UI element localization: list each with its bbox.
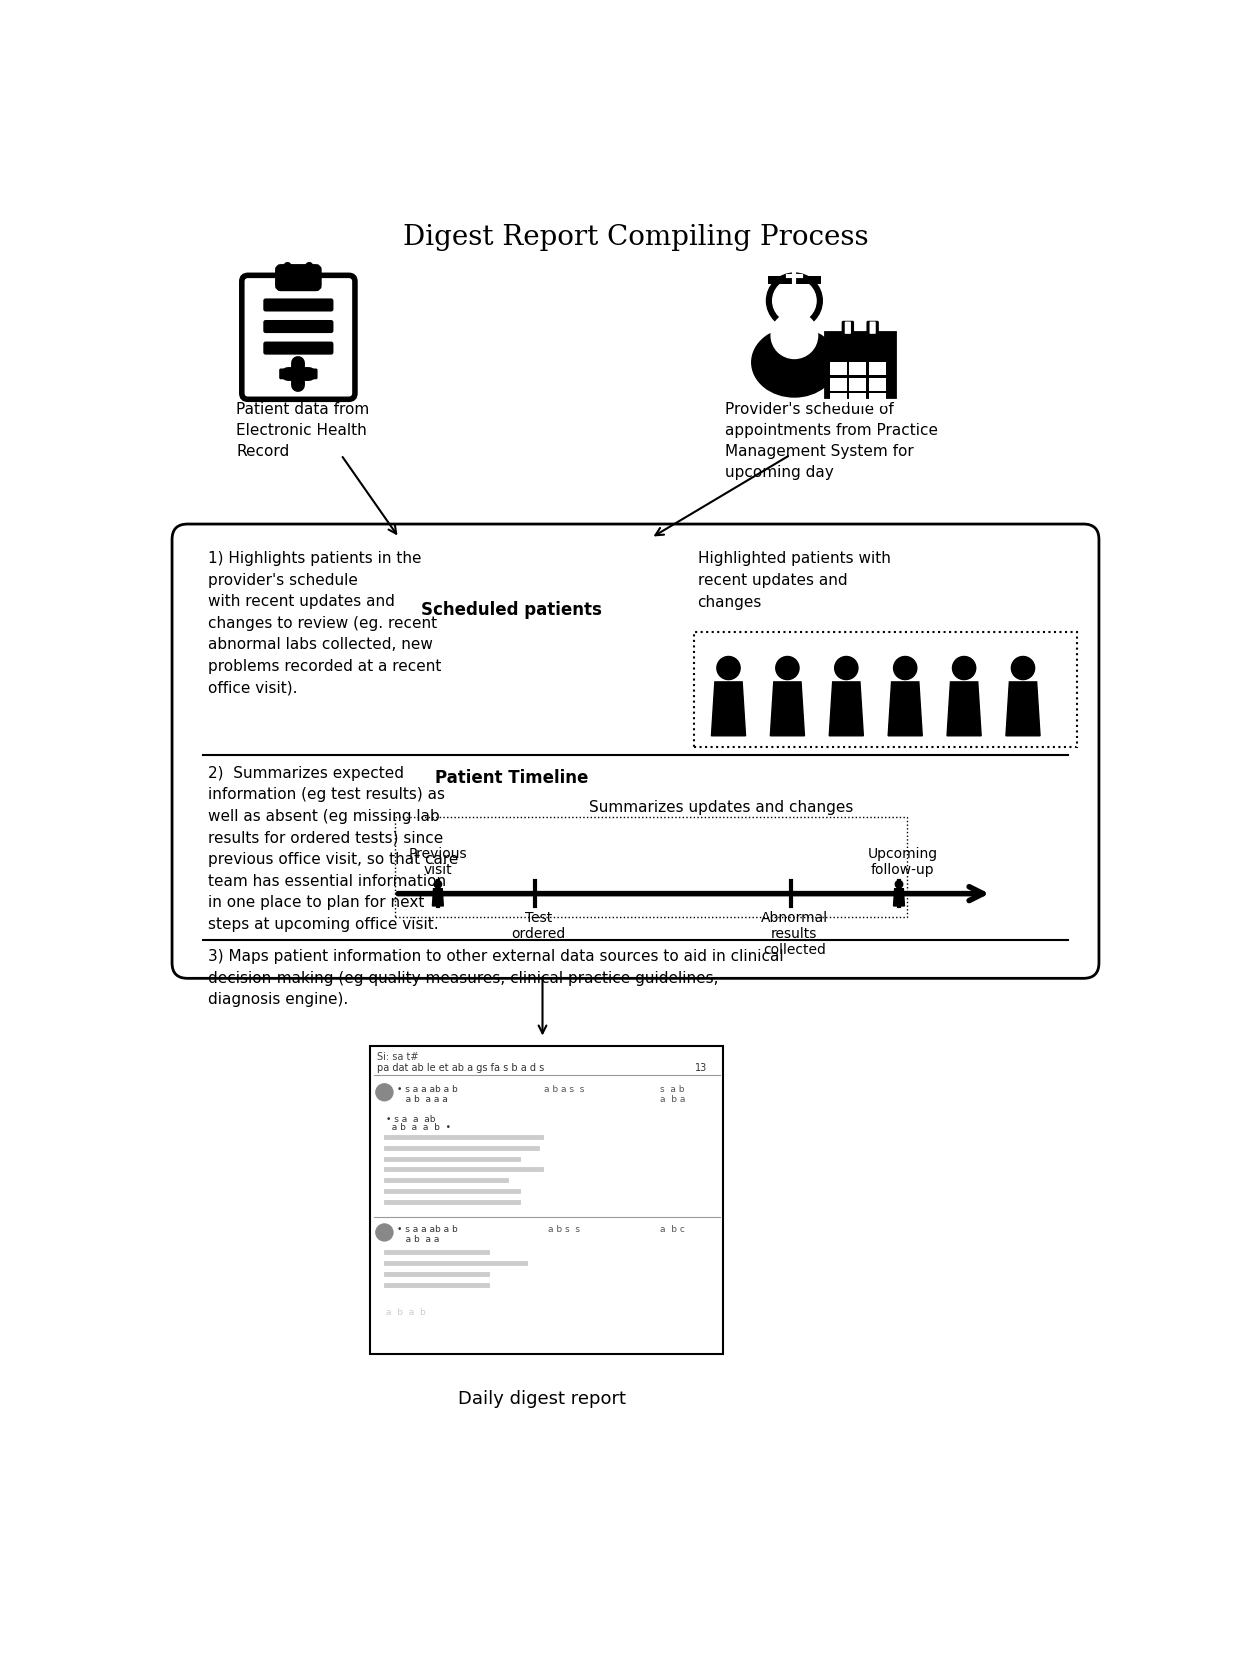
Text: 3) Maps patient information to other external data sources to aid in clinical
de: 3) Maps patient information to other ext… (207, 950, 784, 1007)
Polygon shape (894, 890, 904, 906)
Ellipse shape (751, 328, 837, 396)
FancyBboxPatch shape (263, 319, 334, 333)
Text: Upcoming
follow-up: Upcoming follow-up (868, 846, 937, 876)
Polygon shape (1006, 682, 1040, 736)
FancyBboxPatch shape (172, 523, 1099, 978)
FancyBboxPatch shape (869, 321, 875, 334)
Text: Patient Timeline: Patient Timeline (435, 769, 588, 788)
Polygon shape (770, 682, 805, 736)
Bar (869, 363, 885, 376)
Polygon shape (830, 682, 863, 736)
Polygon shape (433, 890, 444, 906)
Circle shape (894, 657, 916, 679)
FancyBboxPatch shape (278, 268, 319, 289)
Bar (830, 378, 847, 391)
Circle shape (1012, 657, 1034, 679)
Text: Highlighted patients with
recent updates and
changes: Highlighted patients with recent updates… (697, 552, 890, 610)
Bar (830, 393, 847, 406)
Bar (849, 378, 867, 391)
Text: • s a  a  ab: • s a a ab (386, 1115, 435, 1124)
Polygon shape (947, 682, 981, 736)
Circle shape (717, 657, 740, 679)
Text: a  b c: a b c (660, 1224, 686, 1234)
Text: 1) Highlights patients in the
provider's schedule
with recent updates and
change: 1) Highlights patients in the provider's… (207, 552, 441, 696)
FancyBboxPatch shape (844, 321, 851, 334)
Circle shape (434, 881, 441, 888)
Text: a b  a  a  b  •: a b a a b • (386, 1124, 451, 1132)
Circle shape (773, 279, 816, 323)
Polygon shape (888, 682, 923, 736)
Text: • s a a ab a b
   a b  a a: • s a a ab a b a b a a (397, 1224, 458, 1244)
Circle shape (952, 657, 976, 679)
Bar (849, 393, 867, 406)
Bar (396, 816, 906, 916)
Text: s  a b
a  b a: s a b a b a (660, 1085, 686, 1104)
Bar (849, 363, 867, 376)
Circle shape (776, 657, 799, 679)
Circle shape (835, 657, 858, 679)
Circle shape (766, 273, 822, 328)
FancyBboxPatch shape (263, 298, 334, 311)
Circle shape (376, 1083, 393, 1100)
Text: Daily digest report: Daily digest report (459, 1391, 626, 1408)
Circle shape (770, 279, 820, 329)
Bar (826, 331, 895, 396)
Text: Si: sa t#: Si: sa t# (377, 1052, 418, 1062)
Bar (371, 1047, 723, 1354)
Text: • s a a ab a b
   a b  a a a: • s a a ab a b a b a a a (397, 1085, 458, 1104)
Text: Test
ordered: Test ordered (511, 911, 565, 941)
Bar (869, 378, 885, 391)
Text: Scheduled patients: Scheduled patients (422, 600, 601, 619)
Text: Abnormal
results
collected: Abnormal results collected (761, 911, 828, 956)
FancyBboxPatch shape (242, 276, 355, 400)
FancyBboxPatch shape (279, 368, 317, 380)
Bar (830, 363, 847, 376)
Text: Digest Report Compiling Process: Digest Report Compiling Process (403, 224, 868, 251)
Text: Patient data from
Electronic Health
Record: Patient data from Electronic Health Reco… (237, 403, 370, 460)
FancyBboxPatch shape (867, 321, 879, 338)
Text: Provider's schedule of
appointments from Practice
Management System for
upcoming: Provider's schedule of appointments from… (724, 403, 937, 480)
FancyBboxPatch shape (768, 276, 821, 284)
Text: a b a s  s: a b a s s (544, 1085, 584, 1093)
Polygon shape (712, 682, 745, 736)
Bar (826, 331, 895, 346)
Circle shape (771, 313, 817, 358)
Circle shape (895, 881, 903, 888)
Text: a  b  a  b: a b a b (386, 1308, 425, 1318)
Circle shape (376, 1224, 393, 1241)
Text: 13: 13 (696, 1063, 708, 1073)
FancyBboxPatch shape (842, 321, 854, 338)
Text: Previous
visit: Previous visit (408, 846, 467, 876)
FancyBboxPatch shape (263, 341, 334, 354)
Bar (869, 393, 885, 406)
Bar (693, 632, 1078, 747)
Text: pa dat ab le et ab a gs fa s b a d s: pa dat ab le et ab a gs fa s b a d s (377, 1063, 544, 1073)
Text: Summarizes updates and changes: Summarizes updates and changes (589, 799, 853, 814)
Text: 2)  Summarizes expected
information (eg test results) as
well as absent (eg miss: 2) Summarizes expected information (eg t… (207, 766, 458, 931)
Text: a b s  s: a b s s (548, 1224, 580, 1234)
